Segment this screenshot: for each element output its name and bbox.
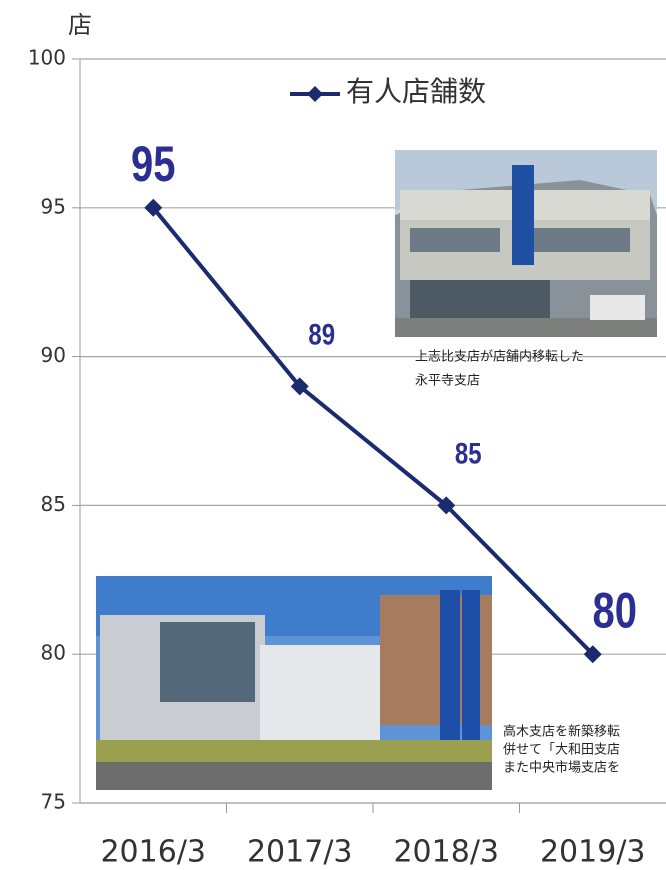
legend-label: 有人店舗数 [346, 75, 486, 108]
photo-caption: 併せて「大和田支店 [503, 743, 620, 758]
legend: 有人店舗数 [290, 75, 486, 108]
y-tick-label: 75 [41, 790, 66, 814]
photo [96, 576, 492, 790]
data-label: 89 [308, 317, 335, 351]
y-unit: 店 [68, 11, 92, 39]
legend-marker [307, 86, 323, 102]
photo-caption: 高木支店を新築移転 [503, 724, 620, 740]
photo-caption: 上志比支店が店舗内移転した [415, 349, 584, 365]
data-label: 95 [131, 136, 175, 192]
photo-caption: 永平寺支店 [415, 374, 480, 389]
photo [395, 150, 657, 337]
chart: 店 75808590951002016/32017/32018/32019/3 … [0, 0, 666, 870]
y-tick-label: 80 [41, 641, 66, 665]
photo-caption: また中央市場支店を [503, 760, 620, 776]
y-tick-label: 95 [41, 194, 66, 218]
data-label: 85 [455, 436, 482, 470]
data-label: 80 [593, 582, 637, 638]
page: 店 75808590951002016/32017/32018/32019/3 … [0, 0, 666, 870]
x-tick-label: 2018/3 [393, 835, 499, 870]
y-tick-label: 90 [41, 343, 66, 367]
x-tick-label: 2019/3 [540, 835, 646, 870]
x-tick-label: 2017/3 [247, 835, 353, 870]
y-tick-label: 100 [28, 46, 66, 70]
y-tick-label: 85 [41, 492, 66, 516]
x-tick-label: 2016/3 [100, 835, 206, 870]
